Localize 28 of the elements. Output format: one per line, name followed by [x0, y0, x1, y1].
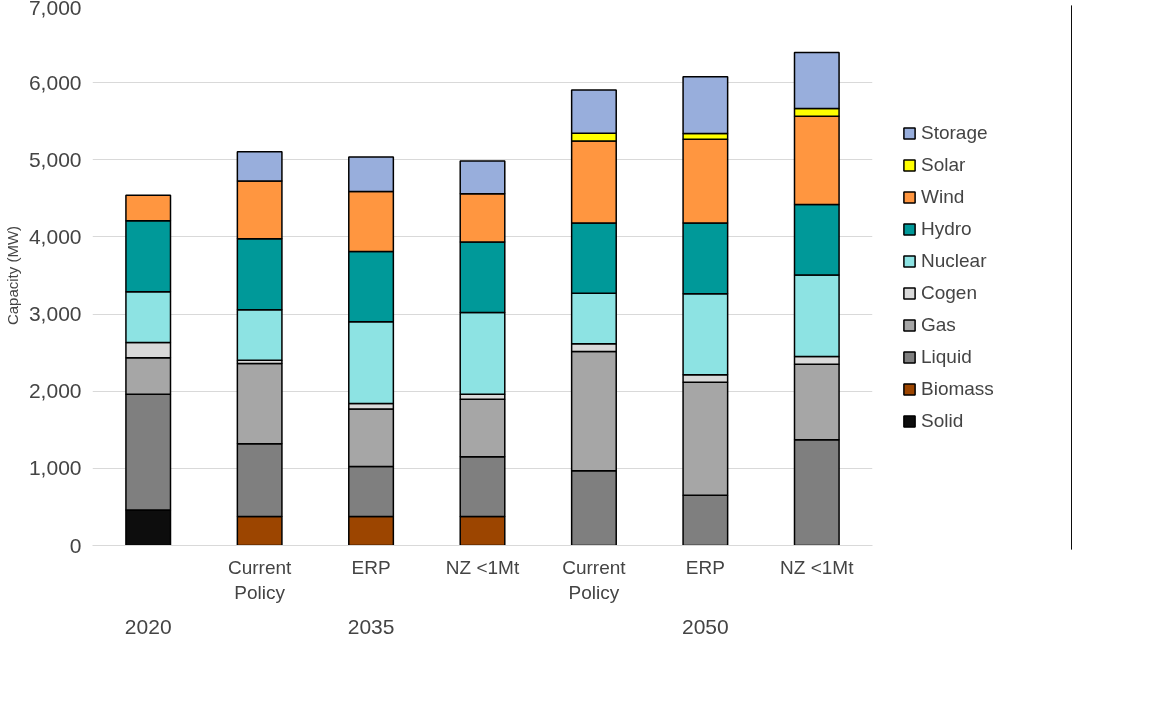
text: 2020 [124, 614, 172, 638]
y-tick-label: 7,000 [28, 0, 82, 19]
legend-label: Gas [921, 314, 956, 336]
y-tick-label: 5,000 [28, 147, 82, 171]
legend-label: Biomass [921, 378, 994, 400]
text: 2050 [682, 614, 729, 638]
x-tick-label: Current Policy [227, 556, 293, 603]
y-tick-label: 4,000 [28, 224, 82, 248]
legend-label: Solar [921, 154, 966, 176]
legend-label: Wind [921, 186, 965, 208]
x-tick-label: NZ <1Mt [445, 556, 520, 578]
x-tick-label: ERP [685, 556, 725, 578]
x-tick-label: NZ <1Mt [780, 556, 855, 578]
y-tick-label: 0 [69, 533, 82, 557]
y-tick-label: 1,000 [28, 456, 82, 480]
x-tick-label: ERP [351, 556, 391, 578]
y-tick-label: 3,000 [28, 302, 82, 326]
text: 2035 [347, 614, 395, 638]
legend-label: Cogen [921, 282, 977, 304]
legend-label: Solid [921, 410, 964, 432]
y-axis-title: Capacity (MW) [3, 225, 21, 326]
y-tick-label: 2,000 [28, 379, 82, 403]
legend-label: Liquid [921, 346, 972, 368]
legend-label: Hydro [921, 218, 972, 240]
x-tick-label: Current Policy [562, 556, 627, 603]
legend-label: Nuclear [921, 250, 987, 272]
legend-label: Storage [921, 122, 988, 144]
y-tick-label: 6,000 [28, 70, 82, 94]
